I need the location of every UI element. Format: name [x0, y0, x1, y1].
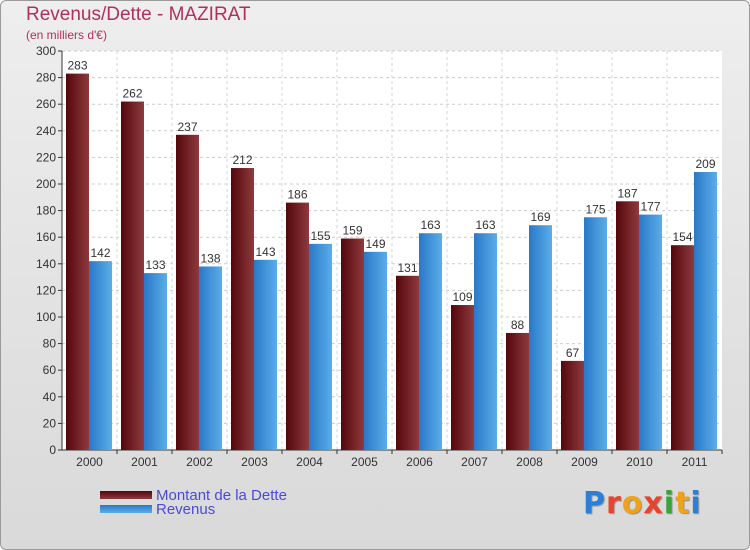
- chart-title: Revenus/Dette - MAZIRAT: [26, 4, 251, 25]
- x-tick-label: 2001: [131, 455, 158, 469]
- bar-dette: [506, 332, 529, 450]
- x-tick-label: 2005: [351, 455, 378, 469]
- bar-dette: [121, 101, 144, 450]
- bar-revenus: [254, 259, 277, 450]
- proxiti-logo: Proxiti: [583, 486, 702, 521]
- legend-label-revenus: Revenus: [156, 500, 216, 518]
- y-tick-label: 140: [36, 257, 56, 271]
- bar-revenus: [419, 233, 442, 450]
- bar-dette: [341, 238, 364, 450]
- y-tick-label: 20: [43, 416, 57, 430]
- data-label: 155: [310, 229, 330, 243]
- logo-letter: i: [690, 486, 702, 521]
- legend-label-dette: Montant de la Dette: [156, 486, 287, 504]
- y-tick-label: 180: [36, 204, 56, 218]
- data-label: 175: [585, 202, 605, 216]
- data-label: 209: [695, 157, 715, 171]
- bar-dette: [176, 134, 199, 451]
- data-label: 109: [452, 290, 472, 304]
- bar-revenus: [529, 225, 552, 450]
- data-label: 143: [255, 245, 275, 259]
- bar-dette: [561, 360, 584, 450]
- bar-dette: [671, 245, 694, 450]
- y-tick-label: 60: [43, 363, 57, 377]
- bar-dette: [396, 275, 419, 450]
- data-label: 163: [475, 218, 495, 232]
- data-label: 177: [640, 200, 660, 214]
- data-label: 283: [67, 59, 87, 73]
- bar-dette: [616, 201, 639, 450]
- x-tick-label: 2000: [76, 455, 103, 469]
- logo-letter: P: [583, 486, 606, 521]
- bar-revenus: [144, 273, 167, 450]
- data-label: 262: [122, 87, 142, 101]
- data-label: 237: [177, 120, 197, 134]
- data-label: 163: [420, 218, 440, 232]
- bar-dette: [286, 202, 309, 450]
- bar-dette: [66, 73, 89, 451]
- y-tick-label: 200: [36, 177, 56, 191]
- chart-subtitle: (en milliers d'€): [26, 28, 107, 42]
- bar-revenus: [199, 266, 222, 450]
- y-tick-label: 120: [36, 283, 56, 297]
- y-tick-label: 160: [36, 230, 56, 244]
- logo-letter: o: [621, 486, 644, 521]
- data-label: 187: [617, 186, 637, 200]
- x-tick-label: 2010: [626, 455, 653, 469]
- data-label: 133: [145, 258, 165, 272]
- y-tick-label: 40: [43, 390, 57, 404]
- x-tick-label: 2003: [241, 455, 268, 469]
- logo-letter: x: [643, 486, 664, 521]
- bar-dette: [231, 168, 254, 451]
- data-label: 186: [287, 188, 307, 202]
- data-label: 159: [342, 224, 362, 238]
- x-tick-label: 2009: [571, 455, 598, 469]
- legend-item-revenus: Revenus: [100, 500, 216, 518]
- bar-revenus: [694, 172, 717, 450]
- x-tick-label: 2007: [461, 455, 488, 469]
- y-tick-label: 100: [36, 310, 56, 324]
- data-label: 142: [90, 246, 110, 260]
- bar-revenus: [364, 251, 387, 450]
- data-label: 169: [530, 210, 550, 224]
- y-tick-label: 220: [36, 150, 56, 164]
- legend-swatch-revenus: [100, 505, 152, 513]
- legend-swatch-dette: [100, 491, 152, 499]
- data-label: 67: [566, 346, 580, 360]
- y-tick-label: 240: [36, 124, 56, 138]
- bar-revenus: [474, 233, 497, 450]
- bar-revenus: [584, 217, 607, 450]
- data-label: 212: [232, 153, 252, 167]
- data-label: 88: [511, 318, 525, 332]
- data-label: 154: [672, 230, 692, 244]
- y-tick-label: 0: [49, 443, 56, 457]
- legend-item-dette: Montant de la Dette: [100, 486, 287, 504]
- bar-dette: [451, 305, 474, 450]
- y-tick-label: 260: [36, 97, 56, 111]
- x-tick-label: 2002: [186, 455, 213, 469]
- x-tick-label: 2006: [406, 455, 433, 469]
- data-label: 131: [397, 261, 417, 275]
- x-tick-label: 2008: [516, 455, 543, 469]
- logo-letter: t: [675, 486, 691, 521]
- y-tick-label: 280: [36, 71, 56, 85]
- x-tick-label: 2004: [296, 455, 323, 469]
- data-label: 138: [200, 251, 220, 265]
- data-label: 149: [365, 237, 385, 251]
- bar-revenus: [89, 261, 112, 450]
- y-tick-label: 300: [36, 44, 56, 58]
- y-tick-label: 80: [43, 337, 57, 351]
- logo-letter: r: [606, 486, 622, 521]
- x-tick-label: 2011: [682, 455, 708, 469]
- bar-revenus: [639, 214, 662, 450]
- logo-letter: i: [663, 486, 676, 521]
- bar-revenus: [309, 243, 332, 450]
